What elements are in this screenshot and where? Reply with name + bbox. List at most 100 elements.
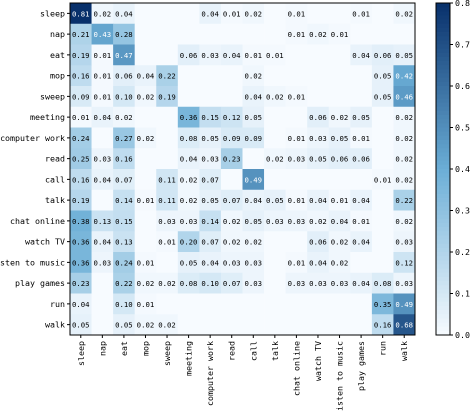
colorbar-segment xyxy=(436,44,450,50)
colorbar-tick-label: 0.7 xyxy=(455,40,470,50)
heatmap-cell xyxy=(220,314,243,336)
cell-value-label: 0.36 xyxy=(180,113,198,122)
heatmap-cell xyxy=(350,106,373,128)
cell-value-label: 0.01 xyxy=(288,134,306,143)
colorbar-segment xyxy=(436,231,450,236)
heatmap-cell xyxy=(328,231,351,253)
heatmap-cell xyxy=(350,23,373,45)
heatmap-cell xyxy=(177,210,200,232)
cell-value-label: 0.06 xyxy=(309,238,327,247)
heatmap-cell xyxy=(113,23,135,45)
heatmap-cell xyxy=(156,148,179,170)
colorbar-segment xyxy=(436,19,450,25)
cell-value-label: 0.22 xyxy=(158,72,176,81)
column-label: talk xyxy=(270,341,280,361)
cell-value-label: 0.02 xyxy=(395,113,413,122)
cell-value-label: 0.03 xyxy=(288,155,306,164)
cell-value-label: 0.06 xyxy=(309,113,327,122)
heatmap-cell xyxy=(328,86,351,108)
heatmap-cell xyxy=(134,189,157,211)
heatmap-cell xyxy=(70,210,92,232)
cell-value-label: 0.20 xyxy=(180,238,198,247)
cell-value-label: 0.03 xyxy=(288,217,306,226)
cell-value-label: 0.03 xyxy=(395,238,413,247)
cell-value-label: 0.01 xyxy=(72,113,90,122)
heatmap-cell xyxy=(220,169,243,191)
colorbar-segment xyxy=(436,106,450,112)
colorbar-segment xyxy=(436,272,450,278)
heatmap-cell xyxy=(156,127,179,149)
cell-value-label: 0.05 xyxy=(352,113,370,122)
heatmap-cell xyxy=(70,65,92,87)
cell-value-label: 0.07 xyxy=(201,238,219,247)
heatmap-cell xyxy=(371,44,394,66)
colorbar-segment xyxy=(436,27,450,33)
heatmap-cell xyxy=(70,44,92,66)
column-label: run xyxy=(378,341,388,356)
cell-value-label: 0.02 xyxy=(115,113,133,122)
heatmap-cell xyxy=(264,293,286,315)
heatmap-cell xyxy=(350,65,373,87)
heatmap-cell xyxy=(220,23,243,45)
heatmap-cell xyxy=(371,127,394,149)
heatmap-cell xyxy=(307,86,330,108)
cell-value-label: 0.02 xyxy=(395,217,413,226)
heatmap-cell xyxy=(91,65,114,87)
cell-value-label: 0.16 xyxy=(115,155,133,164)
heatmap-cell xyxy=(328,44,351,66)
heatmap-cell xyxy=(113,44,135,66)
colorbar-segment xyxy=(436,123,450,128)
heatmap-cell xyxy=(350,3,373,25)
heatmap-cell xyxy=(199,106,222,128)
heatmap-cell xyxy=(134,210,157,232)
heatmap-cell xyxy=(393,127,416,149)
colorbar-segment xyxy=(436,160,450,166)
heatmap-cell xyxy=(220,3,243,25)
colorbar-segment xyxy=(436,189,450,195)
column-label: sweep xyxy=(162,341,172,366)
cell-value-label: 0.02 xyxy=(180,196,198,205)
heatmap-cell xyxy=(307,231,330,253)
heatmap-cell xyxy=(350,210,373,232)
cell-value-label: 0.08 xyxy=(374,279,392,288)
cell-value-label: 0.02 xyxy=(180,175,198,184)
heatmap-cell xyxy=(113,148,135,170)
colorbar-segment xyxy=(436,214,450,220)
heatmap-cell xyxy=(199,86,222,108)
heatmap-cell xyxy=(177,127,200,149)
column-label: read xyxy=(227,341,237,361)
colorbar-segment xyxy=(436,173,450,178)
heatmap-cell xyxy=(113,210,135,232)
heatmap-cell xyxy=(220,86,243,108)
heatmap-cell xyxy=(328,272,351,294)
heatmap-cell xyxy=(220,127,243,149)
colorbar-segment xyxy=(436,127,450,133)
heatmap-cell xyxy=(199,272,222,294)
cell-value-label: 0.10 xyxy=(201,279,219,288)
row-label: read xyxy=(45,154,65,164)
heatmap-cell xyxy=(285,106,308,128)
heatmap-cell xyxy=(113,65,135,87)
heatmap-cell xyxy=(285,314,308,336)
heatmap-cell xyxy=(393,314,416,336)
heatmap-cell xyxy=(307,189,330,211)
column-label: computer work xyxy=(205,341,215,406)
heatmap-cell xyxy=(220,210,243,232)
cell-value-label: 0.02 xyxy=(266,155,284,164)
colorbar-segment xyxy=(436,65,450,70)
heatmap-cell xyxy=(264,314,286,336)
heatmap-cell xyxy=(264,231,286,253)
heatmap-cell xyxy=(156,3,179,25)
row-label: call xyxy=(45,174,65,184)
colorbar-segment xyxy=(436,81,450,87)
cell-value-label: 0.02 xyxy=(244,72,262,81)
cell-value-label: 0.19 xyxy=(72,51,90,60)
colorbar-segment xyxy=(436,181,450,186)
colorbar-segment xyxy=(436,73,450,79)
heatmap-cell xyxy=(113,3,135,25)
cell-value-label: 0.46 xyxy=(395,92,413,101)
heatmap-cell xyxy=(264,210,286,232)
colorbar-segment xyxy=(436,330,450,336)
heatmap-cell xyxy=(91,127,114,149)
heatmap-cell xyxy=(156,272,179,294)
